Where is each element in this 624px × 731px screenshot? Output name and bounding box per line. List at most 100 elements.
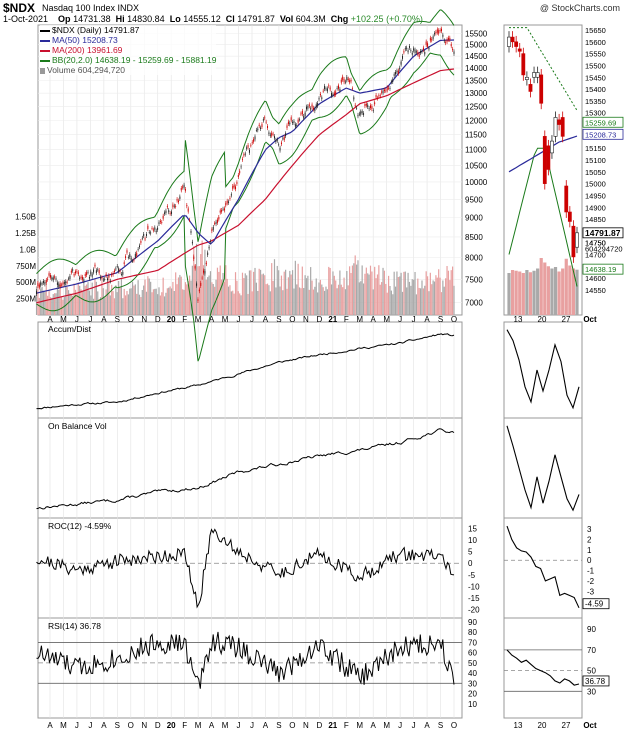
zoom-value-label: 14750	[585, 239, 606, 248]
change-label: Chg	[330, 14, 349, 24]
price-candle	[262, 119, 264, 121]
price-candle	[223, 208, 225, 211]
price-y-tick-label: 9500	[465, 195, 483, 204]
volume-bar	[361, 265, 363, 315]
volume-bar	[108, 279, 110, 315]
volume-bar	[155, 288, 157, 315]
price-candle	[115, 268, 117, 270]
price-candle	[386, 87, 388, 91]
roc-y-tick-label: 10	[468, 536, 477, 545]
zoom-rsi-y-tick-label: 70	[587, 646, 596, 655]
volume-bar	[236, 280, 238, 315]
price-candle	[439, 30, 441, 31]
zoom-volume-bar	[546, 266, 550, 315]
volume-bar	[280, 275, 283, 315]
roc-y-tick-label: 0	[468, 559, 473, 568]
volume-bar	[204, 249, 206, 315]
price-candle	[236, 182, 238, 184]
volume-bar	[401, 291, 404, 315]
price-candle	[225, 203, 227, 206]
volume-bar	[429, 272, 431, 315]
zoom-volume-bar	[539, 258, 543, 315]
price-candle	[396, 70, 398, 73]
price-candle	[125, 256, 127, 258]
volume-bar	[301, 266, 303, 315]
volume-bar	[258, 268, 260, 315]
price-y-tick-label: 14000	[465, 64, 488, 73]
volume-bar	[365, 267, 367, 315]
price-candle	[168, 210, 170, 213]
price-candle	[283, 136, 285, 140]
volume-bar	[166, 288, 168, 315]
price-candle	[445, 42, 447, 44]
zoom-roc-y-tick-label: 2	[587, 536, 592, 545]
price-candle	[172, 204, 174, 208]
price-candle	[285, 133, 287, 137]
price-candle	[240, 166, 242, 168]
price-candle	[385, 90, 387, 92]
price-candle	[218, 216, 220, 220]
price-candle	[204, 271, 206, 274]
volume-bar	[241, 272, 244, 315]
price-candle	[241, 158, 243, 160]
volume-bar	[353, 263, 355, 315]
volume-bar	[88, 290, 91, 315]
volume-bar	[339, 270, 341, 315]
price-candle	[122, 271, 124, 275]
volume-bar	[56, 286, 59, 315]
volume-bar	[161, 292, 163, 315]
volume-bar	[59, 280, 61, 315]
price-candle	[237, 174, 239, 178]
volume-bar	[141, 289, 143, 315]
zoom-roc-y-tick-label: -3	[587, 587, 595, 596]
zoom-bollinger-upper-line	[509, 27, 578, 111]
zoom-volume-bar	[575, 269, 579, 315]
volume-bar	[379, 284, 381, 315]
volume-bar	[65, 281, 67, 315]
price-candle	[126, 250, 128, 253]
price-candle	[102, 279, 104, 281]
x-tick-label-bottom: J	[398, 721, 402, 730]
price-candle	[325, 88, 327, 90]
price-candle	[379, 95, 381, 97]
volume-bar	[325, 286, 327, 315]
volume-bar	[404, 271, 406, 315]
price-candle	[179, 196, 181, 199]
price-candle	[258, 124, 260, 127]
volume-bar	[367, 273, 369, 315]
volume-bar	[337, 284, 340, 315]
symbol-name: Nasdaq 100 Index INDX	[42, 3, 140, 13]
price-candle	[434, 33, 436, 35]
volume-bar	[195, 243, 198, 315]
zoom-volume-bar	[514, 270, 518, 315]
price-candle	[129, 254, 131, 258]
bollinger-upper-line	[36, 9, 455, 274]
price-candle	[442, 34, 444, 37]
price-candle	[155, 230, 157, 233]
close-label: Cl	[225, 14, 235, 24]
volume-bar	[420, 288, 422, 315]
roc-y-tick-label: 15	[468, 525, 477, 534]
price-candle	[159, 220, 161, 222]
volume-bar	[312, 289, 315, 315]
volume-bar	[282, 290, 284, 315]
volume-bar	[265, 284, 267, 315]
volume-bar	[336, 288, 338, 315]
price-candle	[264, 117, 266, 119]
volume-bar	[37, 281, 39, 315]
x-tick-label-bottom: J	[250, 721, 254, 730]
price-candle	[425, 41, 427, 45]
volume-bar	[187, 281, 189, 315]
volume-bar	[400, 272, 402, 315]
price-candle	[297, 119, 299, 123]
panel-frame-rsi	[37, 617, 463, 719]
price-candle	[47, 278, 49, 280]
price-y-tick-label: 7000	[465, 299, 483, 308]
volume-bar	[87, 282, 89, 315]
volume-bar	[253, 271, 255, 315]
volume-bar	[375, 278, 377, 315]
volume-bar	[392, 294, 394, 315]
volume-bar	[447, 270, 450, 315]
ohlc-line: 1-Oct-2021 Op 14731.38 Hi 14830.84 Lo 14…	[3, 14, 423, 24]
legend-ma200-label: MA(200) 13961.69	[52, 45, 123, 55]
